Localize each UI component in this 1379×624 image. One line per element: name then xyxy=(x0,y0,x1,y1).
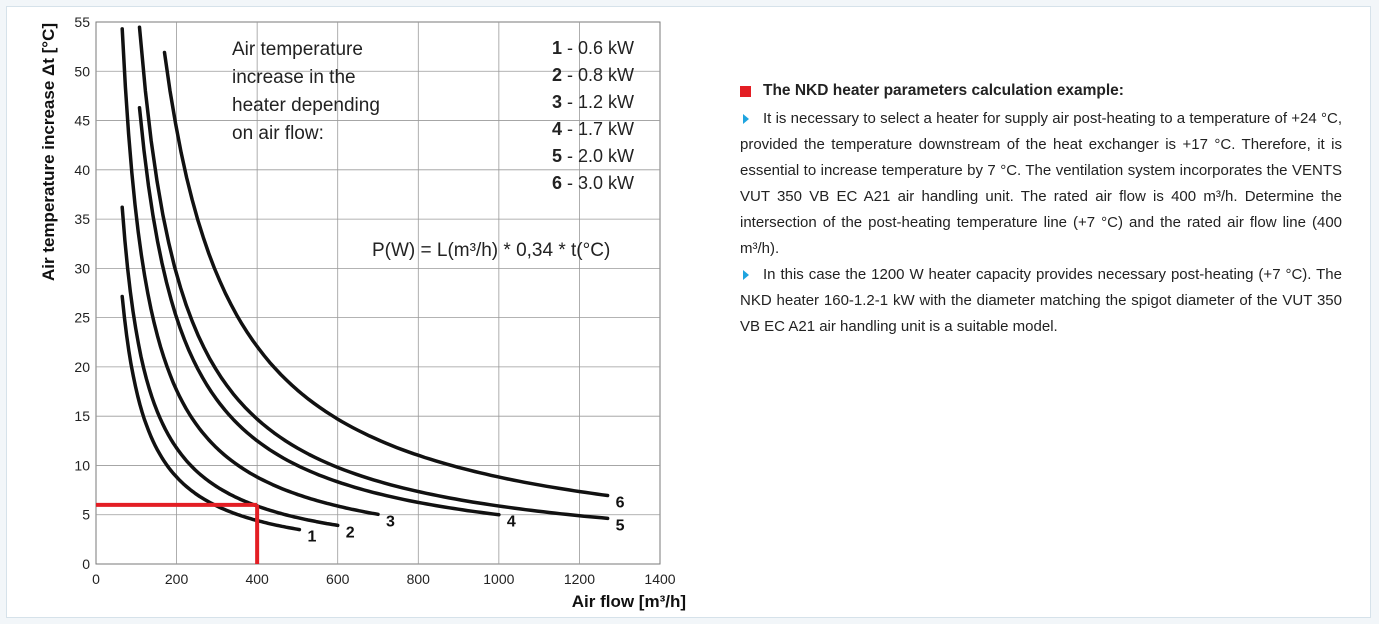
y-tick-label: 15 xyxy=(74,408,90,424)
series-label: 3 xyxy=(386,513,395,530)
y-axis-title: Air temperature increase Δt [°C] xyxy=(39,23,58,281)
series-line xyxy=(120,27,380,517)
series-line xyxy=(120,205,340,528)
y-tick-label: 35 xyxy=(74,211,90,227)
plot-area xyxy=(95,21,661,565)
triangle-bullet-icon xyxy=(743,269,749,280)
red-square-icon xyxy=(740,85,751,97)
y-tick-label: 0 xyxy=(82,556,90,572)
series-label: 1 xyxy=(307,529,316,546)
y-tick-label: 45 xyxy=(74,113,90,129)
series-label: 2 xyxy=(346,524,355,541)
triangle-bullet-icon xyxy=(743,113,749,124)
y-tick-label: 5 xyxy=(82,507,90,523)
legend-item: 1 - 0.6 kW xyxy=(552,38,634,58)
formula: P(W) = L(m³/h) * 0,34 * t(°C) xyxy=(372,240,610,261)
y-tick-label: 20 xyxy=(74,359,90,375)
series-line xyxy=(137,106,501,517)
calculation-example: The NKD heater parameters calculation ex… xyxy=(740,78,1342,340)
legend-item: 6 - 3.0 kW xyxy=(552,173,634,193)
note-line: heater depending xyxy=(232,95,380,116)
legend: 1 - 0.6 kW 2 - 0.8 kW 3 - 1.2 kW 4 - 1.7 kW… xyxy=(552,38,634,193)
x-tick-label: 1200 xyxy=(564,571,595,587)
example-heading: The NKD heater parameters calculation ex… xyxy=(740,78,1342,104)
y-tick-label: 10 xyxy=(74,457,90,473)
series-line xyxy=(162,50,610,498)
x-tick-labels: 0 200 400 600 800 1000 1200 1400 xyxy=(92,571,676,587)
series-line xyxy=(137,25,610,521)
legend-item: 2 - 0.8 kW xyxy=(552,65,634,85)
y-tick-label: 50 xyxy=(74,63,90,79)
legend-item: 3 - 1.2 kW xyxy=(552,92,634,112)
example-heading-text: The NKD heater parameters calculation ex… xyxy=(763,82,1124,99)
x-tick-label: 1000 xyxy=(483,571,514,587)
note-line: Air temperature xyxy=(232,39,363,60)
y-tick-label: 55 xyxy=(74,14,90,30)
chart-note: Air temperature increase in the heater d… xyxy=(232,39,380,144)
example-paragraph-text: In this case the 1200 W heater capacity … xyxy=(740,266,1342,335)
series-label: 6 xyxy=(616,495,625,512)
x-tick-label: 200 xyxy=(165,571,189,587)
y-tick-label: 40 xyxy=(74,162,90,178)
example-marker xyxy=(96,502,260,564)
y-tick-label: 25 xyxy=(74,310,90,326)
grid xyxy=(96,22,660,564)
example-paragraph: It is necessary to select a heater for s… xyxy=(740,106,1342,262)
example-paragraph: In this case the 1200 W heater capacity … xyxy=(740,262,1342,340)
series-label: 4 xyxy=(507,514,516,531)
series-label: 5 xyxy=(616,517,625,534)
legend-item: 4 - 1.7 kW xyxy=(552,119,634,139)
note-line: on air flow: xyxy=(232,123,324,144)
y-tick-label: 30 xyxy=(74,260,90,276)
example-paragraph-text: It is necessary to select a heater for s… xyxy=(740,110,1342,257)
x-tick-label: 1400 xyxy=(644,571,675,587)
x-axis-title: Air flow [m³/h] xyxy=(572,592,686,611)
x-tick-label: 800 xyxy=(407,571,431,587)
y-tick-labels: 0 5 10 15 20 25 30 35 40 45 50 55 xyxy=(74,14,90,572)
note-line: increase in the xyxy=(232,67,356,88)
x-tick-label: 0 xyxy=(92,571,100,587)
x-tick-label: 400 xyxy=(245,571,269,587)
x-tick-label: 600 xyxy=(326,571,350,587)
legend-item: 5 - 2.0 kW xyxy=(552,146,634,166)
series-lines: 1 2 3 4 5 6 xyxy=(120,25,625,546)
